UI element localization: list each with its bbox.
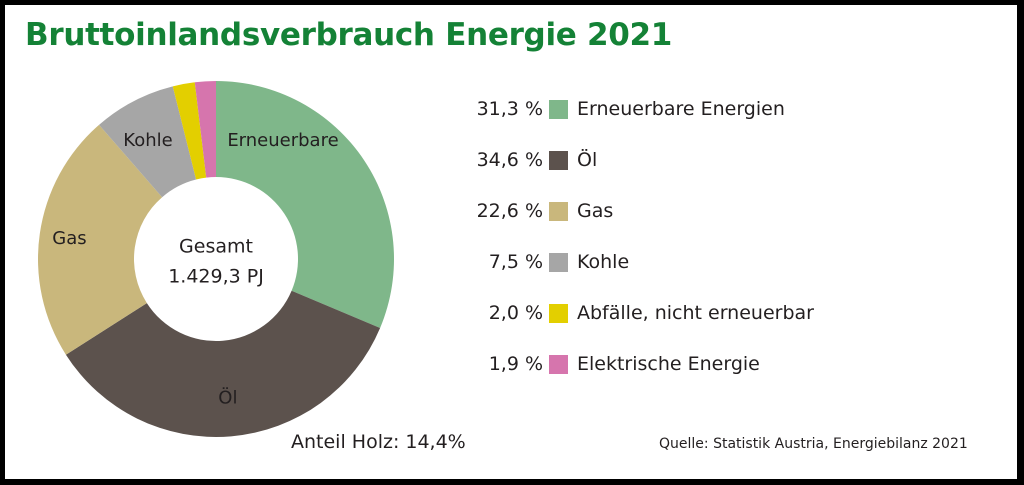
legend-value: 31,3 % xyxy=(476,98,543,120)
center-label-total: 1.429,3 PJ xyxy=(168,266,264,288)
legend-value: 2,0 % xyxy=(488,302,543,324)
slice-gas xyxy=(37,124,163,355)
legend-value: 34,6 % xyxy=(476,149,543,171)
legend-swatch xyxy=(549,354,568,374)
legend-swatch xyxy=(549,150,568,170)
donut-chart: Erneuerbare Öl Gas Kohle Gesamt 1.429,3 PJ xyxy=(37,81,394,437)
legend-label: Kohle xyxy=(577,251,630,273)
slice-elektrische-energie xyxy=(194,81,216,178)
footnote-wood-share: Anteil Holz: 14,4% xyxy=(291,431,466,453)
legend-item: 31,3 % Erneuerbare Energien xyxy=(425,95,785,123)
slice-erneuerbare-energien xyxy=(216,81,394,328)
legend-item: 34,6 % Öl xyxy=(425,146,598,174)
chart-panel: Bruttoinlandsverbrauch Energie 2021 Erne… xyxy=(5,5,1017,479)
legend-swatch xyxy=(549,252,568,272)
legend-label: Öl xyxy=(577,149,598,171)
legend-swatch xyxy=(549,99,568,119)
legend-item: 2,0 % Abfälle, nicht erneuerbar xyxy=(425,299,814,327)
legend-swatch xyxy=(549,201,568,221)
legend-label: Gas xyxy=(577,200,614,222)
slice-label: Erneuerbare xyxy=(227,130,338,151)
source-note: Quelle: Statistik Austria, Energiebilanz… xyxy=(659,436,968,452)
legend-item: 22,6 % Gas xyxy=(425,197,614,225)
legend-label: Elektrische Energie xyxy=(577,353,760,375)
legend-value: 7,5 % xyxy=(488,251,543,273)
slice-öl xyxy=(65,290,381,437)
legend-item: 7,5 % Kohle xyxy=(425,248,629,276)
chart-title: Bruttoinlandsverbrauch Energie 2021 xyxy=(25,17,673,53)
slice-label: Gas xyxy=(52,228,86,249)
legend-swatch xyxy=(549,303,568,323)
slice-abfälle-nicht-erneuerbar xyxy=(172,82,207,180)
slice-label: Kohle xyxy=(123,130,172,151)
slice-label: Öl xyxy=(218,386,237,408)
legend-value: 1,9 % xyxy=(488,353,543,375)
legend-label: Abfälle, nicht erneuerbar xyxy=(577,302,814,324)
legend-label: Erneuerbare Energien xyxy=(577,98,785,120)
legend-value: 22,6 % xyxy=(476,200,543,222)
center-label-gesamt: Gesamt xyxy=(179,236,253,258)
slice-kohle xyxy=(99,86,197,198)
legend-item: 1,9 % Elektrische Energie xyxy=(425,350,760,378)
